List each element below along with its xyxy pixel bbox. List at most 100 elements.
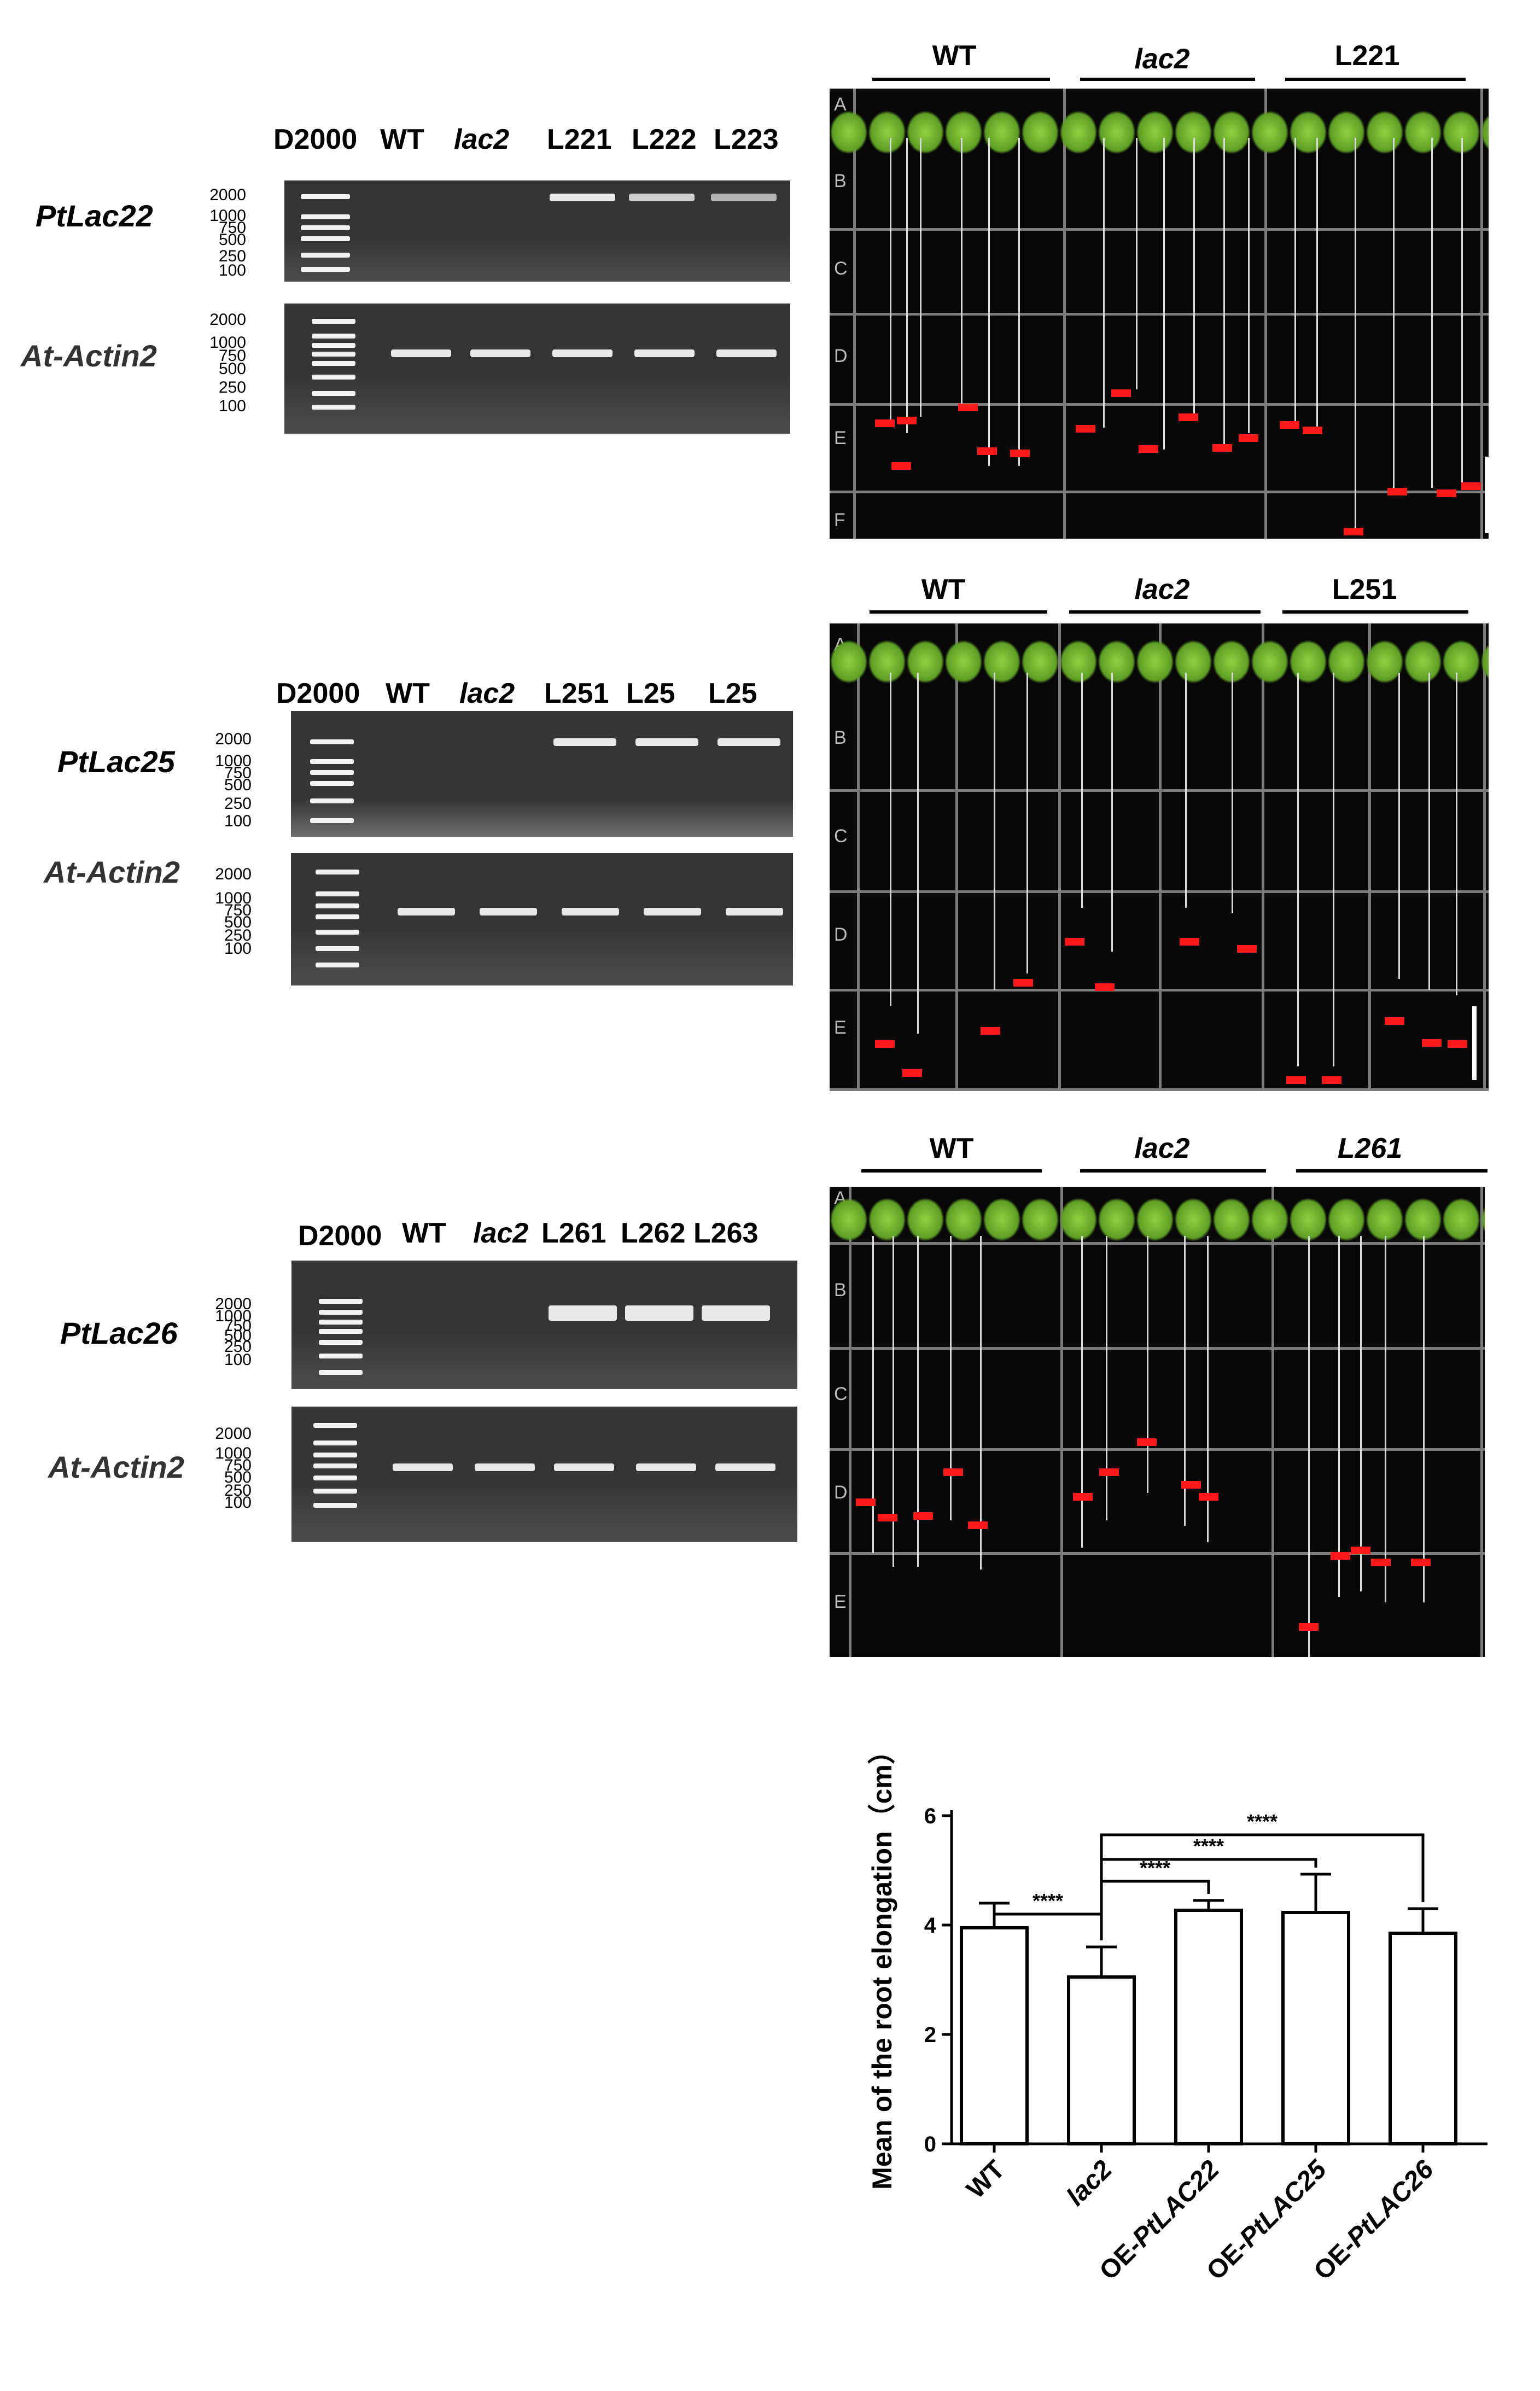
group-label: WT [921,574,966,605]
size-label: 750 [224,764,252,782]
lane-label: L25 [626,678,675,709]
size-label: 2000 [209,186,246,204]
grid-row-label: C [834,258,848,279]
lane-label: L263 [693,1217,759,1249]
ladder-size-labels: 2000 1000 750 500 250 100 [186,186,246,279]
size-label: 1000 [215,889,252,907]
size-label: 250 [224,1338,252,1356]
control-gene-label: At-Actin2 [21,339,157,373]
size-label: 750 [218,219,246,237]
size-label: 250 [224,926,252,944]
lane-label: L262 [621,1217,686,1249]
size-label: 100 [224,1494,252,1512]
gel-image-actin [291,1407,797,1542]
grid-row-label: F [834,510,845,530]
seedling-photo: A B C D E [830,1187,1485,1657]
size-label: 750 [218,347,246,365]
x-tick-label: WT [961,2155,1011,2204]
grid-row-label: C [834,826,848,847]
seedling-photo: A B C D E F [830,89,1489,539]
gel-image-target [291,1261,797,1389]
group-label: WT [932,40,977,72]
ladder-size-labels: 2000 1000 750 500 250 100 [191,1425,252,1534]
lane-label: L25 [708,678,757,709]
size-label: 500 [224,1468,252,1486]
bar [960,1926,1029,2145]
control-gene-label: At-Actin2 [44,855,180,889]
size-label: 500 [224,1327,252,1345]
lane-label: D2000 [273,124,358,155]
size-label: 250 [218,247,246,265]
y-tick-label: 6 [924,1804,936,1828]
size-label: 100 [224,940,252,958]
size-label: 500 [224,776,252,794]
group-label: lac2 [1134,574,1190,605]
gel-image-actin [284,304,790,434]
y-axis-label: Mean of the root elongation（cm） [867,1737,897,2190]
y-tick-label: 4 [924,1914,937,1938]
size-label: 500 [224,913,252,931]
size-label: 750 [224,1317,252,1335]
grid-row-label: D [834,346,848,366]
grid-row-label: E [834,428,847,448]
grid-row-label: C [834,1384,848,1404]
y-tick-label: 2 [924,2023,936,2047]
control-gene-label: At-Actin2 [48,1450,184,1484]
lane-label: L223 [714,124,779,155]
size-label: 500 [218,360,246,378]
lane-label: WT [402,1217,446,1249]
x-tick-label: lac2 [1061,2155,1118,2212]
size-label: 100 [218,397,246,415]
bar [1067,1975,1136,2145]
lane-label: D2000 [298,1220,382,1252]
lane-label: L261 [541,1217,606,1249]
size-label: 1000 [209,334,246,352]
group-label: lac2 [1134,1133,1190,1164]
ladder-size-labels: 2000 1000 750 500 250 100 [186,311,246,420]
size-label: 2000 [215,1425,252,1443]
gene-label: PtLac26 [60,1316,178,1350]
seedling-photo: A B C D E [830,623,1489,1091]
grid-row-label: B [834,1280,847,1301]
ladder-size-labels: 2000 1000 750 500 250 100 [191,865,252,975]
bar [1174,1909,1243,2145]
group-label: L251 [1332,574,1397,605]
gel-image-target [284,180,790,282]
grid-row-label: E [834,1591,847,1612]
grid-row-label: D [834,1482,848,1503]
size-label: 2000 [215,1295,252,1313]
size-label: 500 [218,231,246,249]
lane-label: WT [386,678,430,709]
gel-image-target [291,711,793,837]
size-label: 2000 [209,311,246,329]
size-label: 2000 [215,865,252,883]
group-label: L221 [1334,40,1400,72]
size-label: 1000 [209,207,246,225]
size-label: 750 [224,901,252,919]
grid-row-label: E [834,1017,847,1038]
lane-label: WT [380,124,424,155]
lane-label: L251 [544,678,609,709]
gel-image-actin [291,853,793,985]
significance-label: **** [1247,1810,1278,1833]
bar [1281,1911,1350,2145]
ladder-size-labels: 2000 1000 750 500 250 100 [191,1295,252,1393]
grid-row-label: B [834,171,847,191]
grid-row-label: B [834,727,847,748]
size-label: 100 [224,1351,252,1369]
group-label: L261 [1337,1133,1403,1164]
lane-label: D2000 [276,678,360,709]
size-label: 250 [224,1482,252,1500]
size-label: 750 [224,1456,252,1474]
group-label: WT [929,1133,974,1164]
lane-label: lac2 [454,124,510,155]
lane-label: lac2 [473,1217,529,1249]
significance-label: **** [1032,1890,1063,1912]
lane-label: lac2 [459,678,515,709]
size-label: 250 [218,378,246,396]
size-label: 1000 [215,752,252,770]
grid-row-label: A [834,94,847,115]
significance-bracket [1100,1833,1425,1940]
size-label: 1000 [215,1444,252,1462]
